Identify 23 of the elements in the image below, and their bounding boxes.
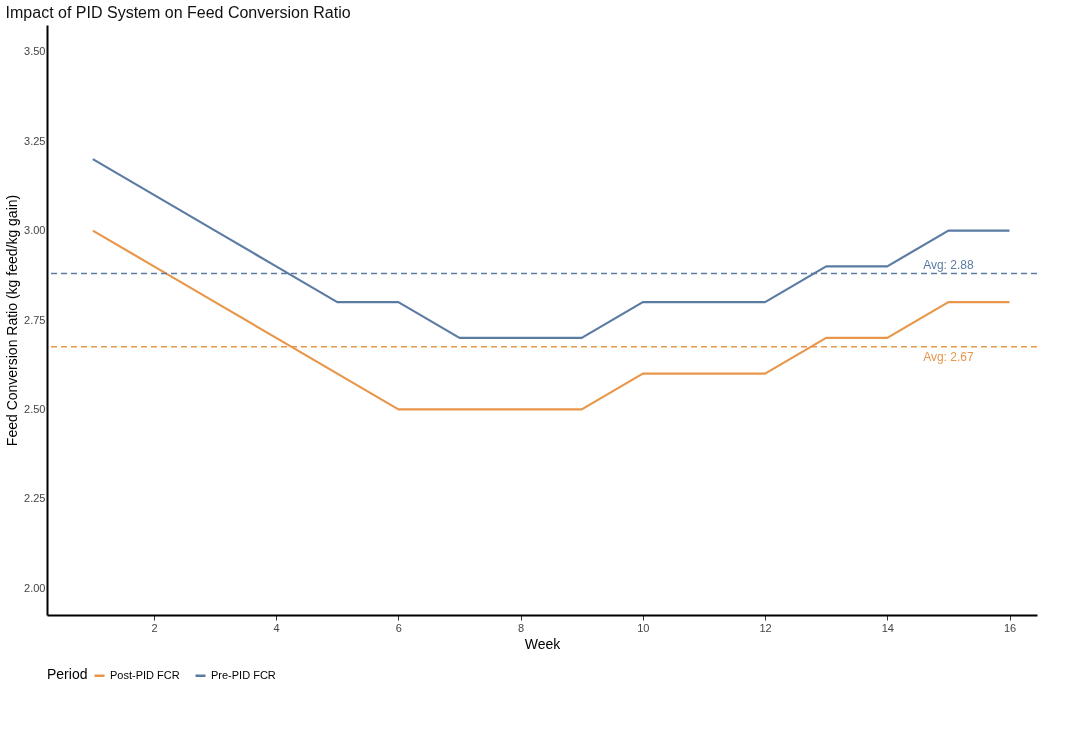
- chart-title: Impact of PID System on Feed Conversion Ratio: [5, 4, 351, 21]
- y-tick-label: 2.75: [24, 313, 46, 326]
- x-tick-label: 12: [759, 621, 772, 634]
- x-tick-label: 14: [881, 621, 894, 634]
- y-tick-label: 2.00: [24, 581, 46, 594]
- x-tick-label: 10: [637, 621, 650, 634]
- x-tick-label: 2: [151, 621, 158, 634]
- x-tick-label: 16: [1003, 621, 1017, 634]
- legend-label: Post-PID FCR: [110, 668, 180, 681]
- y-tick-label: 3.00: [24, 224, 46, 237]
- x-axis-title: Week: [524, 635, 562, 652]
- legend-label: Pre-PID FCR: [211, 668, 276, 681]
- x-tick-label: 4: [273, 621, 280, 634]
- y-axis-title: Feed Conversion Ratio (kg feed/kg gain): [4, 194, 21, 447]
- y-tick-label: 3.25: [24, 134, 46, 147]
- ref-line-label: Avg: 2.88: [923, 257, 974, 272]
- y-tick-label: 2.25: [24, 492, 46, 505]
- legend-title: Period: [47, 666, 88, 682]
- ref-line-label: Avg: 2.67: [923, 349, 974, 364]
- y-tick-label: 3.50: [24, 45, 46, 58]
- x-tick-label: 8: [518, 621, 525, 634]
- y-tick-label: 2.50: [24, 402, 46, 415]
- x-tick-label: 6: [395, 621, 402, 634]
